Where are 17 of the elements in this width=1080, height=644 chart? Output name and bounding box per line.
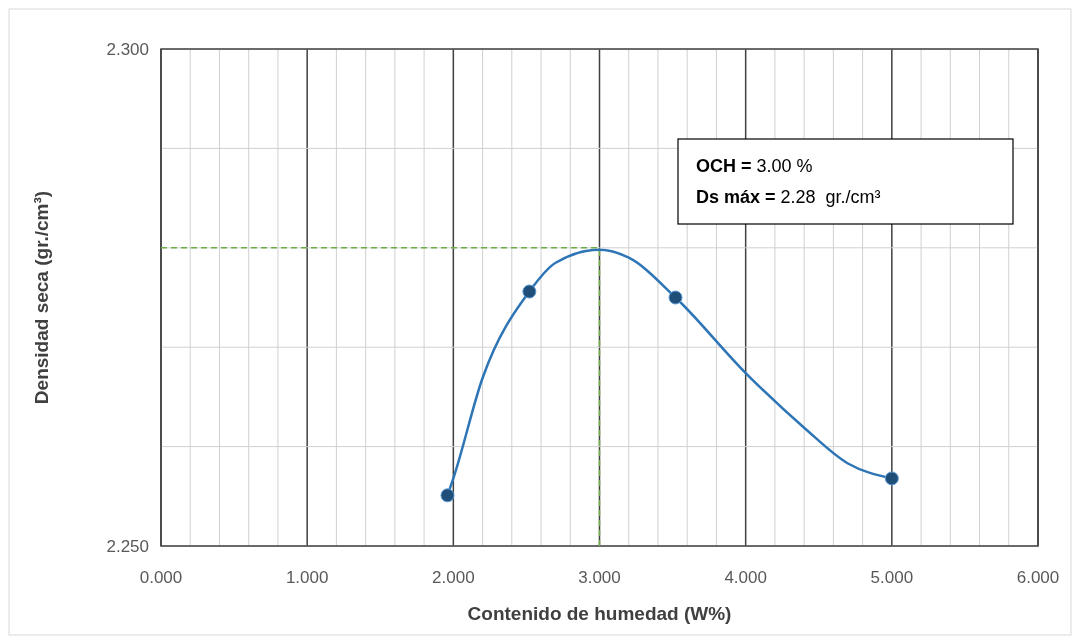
point [668, 290, 683, 305]
x-tick-label: 5.000 [870, 568, 914, 587]
x-tick-label: 2.000 [432, 568, 475, 587]
point [522, 284, 537, 299]
x-axis-title: Contenido de humedad (W%) [467, 603, 732, 624]
x-tick-label: 0.000 [139, 568, 183, 587]
x-tick-label: 3.000 [578, 568, 621, 587]
annotation: OCH = 3.00 % [696, 156, 813, 176]
y-tick-label: 2.250 [106, 537, 149, 556]
x-tick-label: 4.000 [724, 568, 767, 587]
y-axis-title: Densidad seca (gr./cm³) [31, 190, 52, 405]
x-tick-label: 1.000 [285, 568, 329, 587]
annotation: Ds máx = 2.28 gr./cm³ [696, 187, 881, 207]
point [884, 471, 899, 486]
point [440, 488, 455, 503]
x-tick-label: 6.000 [1016, 568, 1060, 587]
y-tick-label: 2.300 [106, 40, 149, 59]
